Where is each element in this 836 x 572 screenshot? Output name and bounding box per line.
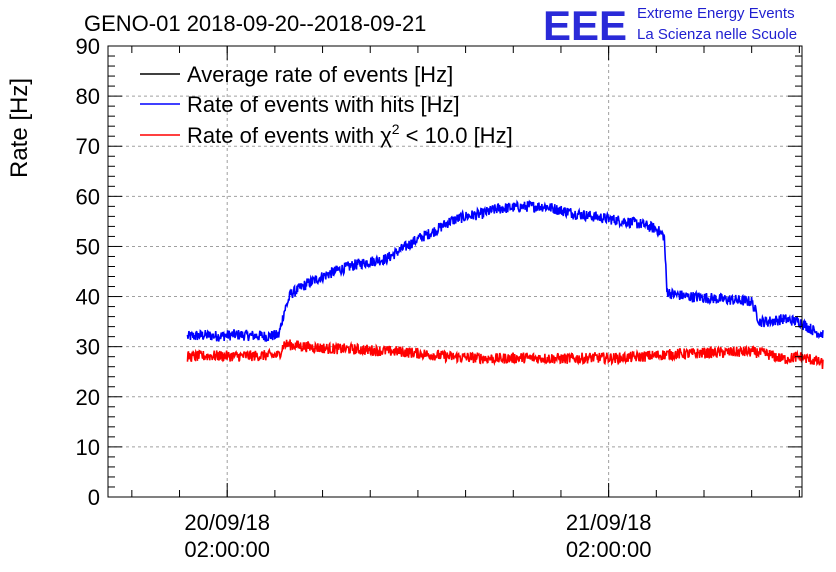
chart-title: GENO-01 2018-09-20--2018-09-21 [84,11,426,36]
x-tick-label-date: 20/09/18 [184,510,270,535]
x-tick-label-time: 02:00:00 [566,537,652,562]
y-tick-label: 80 [76,84,100,109]
legend-entry-chi2: Rate of events with χ2 < 10.0 [Hz] [140,121,513,148]
y-tick-label: 30 [76,335,100,360]
y-tick-label: 40 [76,285,100,310]
legend-entry-average: Average rate of events [Hz] [140,62,453,87]
legend-label-chi2: Rate of events with χ2 < 10.0 [Hz] [187,121,513,148]
plot-frame [107,45,803,498]
x-tick-label-time: 02:00:00 [184,537,270,562]
y-tick-label: 70 [76,134,100,159]
x-tick-label-date: 21/09/18 [566,510,652,535]
legend-label-hits: Rate of events with hits [Hz] [187,92,460,117]
axes: 010203040506070809020/09/1802:00:0021/09… [76,34,803,562]
legend-label-average: Average rate of events [Hz] [187,62,453,87]
legend: Average rate of events [Hz] Rate of event… [140,62,513,148]
y-tick-label: 60 [76,184,100,209]
eee-logo: EEE Extreme Energy Events La Scienza nel… [543,2,797,49]
y-tick-label: 50 [76,234,100,259]
y-tick-label: 90 [76,34,100,59]
y-axis-label: Rate [Hz] [6,78,33,178]
legend-entry-hits: Rate of events with hits [Hz] [140,92,460,117]
y-tick-label: 0 [88,485,100,510]
series-layer [186,199,824,370]
logo-mark: EEE [543,2,627,49]
logo-line-1: Extreme Energy Events [637,5,795,22]
series-line-hits [186,199,824,343]
series-line-chi2 [186,339,824,370]
y-tick-label: 10 [76,435,100,460]
y-tick-label: 20 [76,385,100,410]
logo-line-2: La Scienza nelle Scuole [637,26,797,43]
